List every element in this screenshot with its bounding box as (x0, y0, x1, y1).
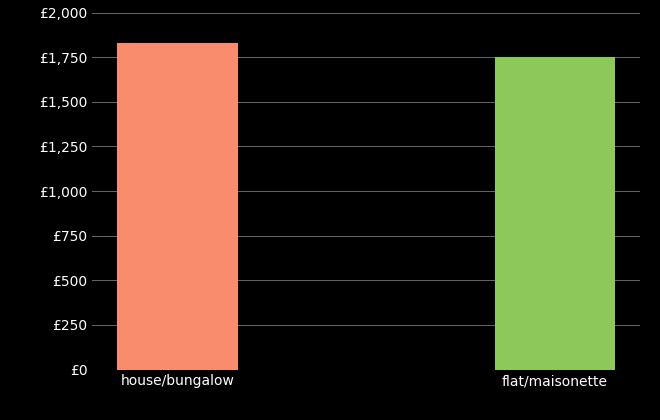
Bar (494, 57, 615, 370)
Bar (117, 43, 238, 370)
